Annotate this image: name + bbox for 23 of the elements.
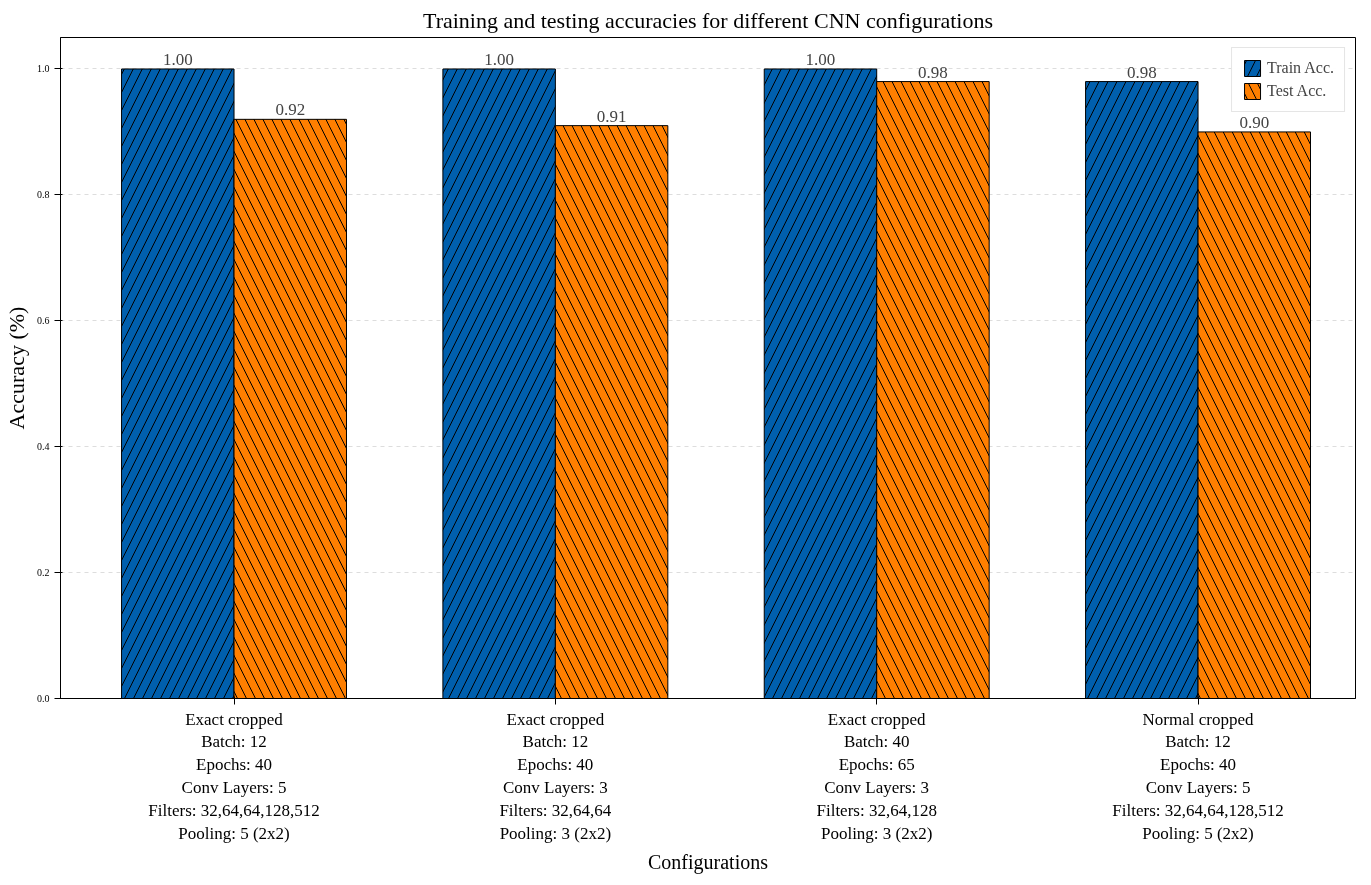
legend-label: Test Acc. — [1267, 82, 1327, 100]
data-label: 0.98 — [1126, 62, 1157, 82]
data-label: 0.91 — [596, 106, 627, 126]
data-label: 1.00 — [805, 49, 836, 69]
data-label: 1.00 — [484, 49, 514, 69]
y-tick-label: 0.8 — [37, 189, 50, 201]
chart-title: Training and testing accuracies for different CNN configurations — [422, 7, 994, 33]
x-tick-label: Exact cropped Batch: 40 Epochs: 65 Conv Layers: 3 Filters: 32,64,128 Pooling: 3 (2x2) — [816, 709, 937, 843]
data-label: 0.92 — [275, 100, 306, 120]
y-tick-label: 0.6 — [37, 315, 50, 327]
data-label: 0.90 — [1239, 112, 1270, 132]
x-tick-label: Exact cropped Batch: 12 Epochs: 40 Conv Layers: 3 Filters: 32,64,64 Pooling: 3 (2x2) — [499, 709, 612, 843]
data-label: 0.98 — [918, 62, 948, 82]
y-tick-label: 0.2 — [37, 567, 50, 579]
y-axis-title: Accuracy (%) — [4, 306, 29, 430]
x-tick-label: Normal cropped Batch: 12 Epochs: 40 Conv Layers: 5 Filters: 32,64,64,128,512 Pooling: 5 (2x2) — [1112, 709, 1284, 843]
x-tick-label: Exact cropped Batch: 12 Epochs: 40 Conv Layers: 5 Filters: 32,64,64,128,512 Pooling: 5 (2x2) — [148, 709, 320, 843]
legend-label: Train Acc. — [1267, 59, 1334, 77]
y-tick-label: 0.4 — [37, 441, 50, 453]
y-tick-label: 1.0 — [37, 63, 50, 75]
x-axis-title: Configurations — [648, 850, 769, 874]
y-tick-label: 0.0 — [37, 693, 50, 704]
data-label: 1.00 — [162, 49, 193, 69]
